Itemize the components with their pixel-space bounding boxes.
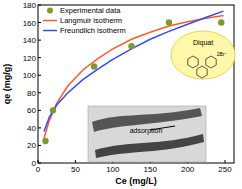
y-tick-label: 40	[27, 124, 36, 133]
y-tick-label: 160	[23, 19, 37, 28]
y-tick	[38, 40, 41, 41]
y-tick	[38, 163, 41, 164]
y-axis-label: qe (mg/g)	[2, 64, 12, 105]
chart: 0 50 100 150 200 250 0 20 40 60 80 100 120 140 160 180 C…	[0, 0, 242, 189]
data-point	[128, 43, 134, 49]
y-tick	[38, 57, 41, 58]
legend-label: Langmuir isotherm	[60, 16, 122, 25]
annotation: 2Br⁻	[217, 51, 228, 57]
data-point	[218, 19, 224, 25]
y-tick-label: 20	[27, 141, 36, 150]
data-point	[91, 63, 97, 69]
x-tick-label: 100	[106, 165, 120, 174]
legend-line	[43, 30, 57, 32]
x-tick-label: 150	[144, 165, 158, 174]
plot-frame	[38, 5, 234, 163]
y-tick	[38, 5, 41, 6]
legend: Experimental dataLangmuir isothermFreund…	[43, 6, 126, 35]
tem-inset	[88, 106, 206, 162]
molecule-bubble	[171, 31, 235, 79]
molecule-ring	[188, 56, 216, 78]
data-point	[50, 107, 56, 113]
y-tick-label: 60	[27, 106, 36, 115]
data-point	[42, 138, 48, 144]
x-axis-label: Ce (mg/L)	[115, 176, 157, 186]
y-tick-label: 0	[32, 159, 37, 168]
series-line	[44, 16, 224, 139]
series-line	[44, 11, 224, 131]
y-tick	[38, 75, 41, 76]
y-tick	[38, 92, 41, 93]
y-tick	[38, 127, 41, 128]
legend-marker	[47, 8, 53, 14]
y-tick-label: 80	[27, 89, 36, 98]
data-point	[166, 19, 172, 25]
y-tick-label: 140	[23, 36, 37, 45]
legend-label: Experimental data	[60, 6, 121, 15]
plot-area	[42, 11, 224, 144]
x-tick-label: 0	[36, 165, 41, 174]
annotation: adsorption	[130, 127, 163, 135]
y-tick	[38, 145, 41, 146]
y-tick-label: 180	[23, 1, 37, 10]
y-tick-label: 120	[23, 54, 37, 63]
tem-image	[88, 106, 206, 162]
legend-line	[43, 20, 57, 22]
x-tick	[225, 160, 226, 163]
x-tick-label: 250	[218, 165, 232, 174]
y-tick-label: 100	[23, 71, 37, 80]
y-tick	[38, 110, 41, 111]
x-tick-label: 50	[71, 165, 80, 174]
y-tick	[38, 22, 41, 23]
legend-label: Freundlich isotherm	[60, 26, 126, 35]
diquat-inset	[171, 31, 235, 79]
x-tick-label: 200	[181, 165, 195, 174]
x-tick	[75, 160, 76, 163]
annotation: Diquat	[193, 39, 213, 47]
tem-fiber	[95, 134, 204, 158]
